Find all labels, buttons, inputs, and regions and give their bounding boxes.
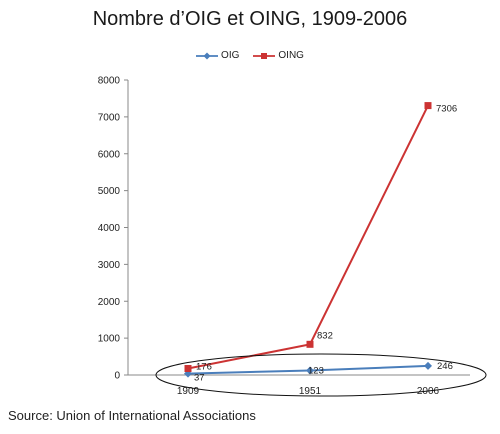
- x-tick-label: 2006: [417, 386, 440, 397]
- data-label-oing: 832: [317, 330, 333, 341]
- legend-item-oing: OING: [253, 50, 304, 61]
- data-point-oig: [306, 366, 314, 375]
- data-point-oing: [424, 102, 432, 110]
- y-tick-label: 3000: [98, 260, 121, 271]
- data-label-oing: 7306: [436, 104, 457, 115]
- data-label-oig: 123: [308, 365, 324, 376]
- data-label-oig: 37: [194, 373, 205, 384]
- data-point-oig: [424, 361, 432, 370]
- series-line-oing: [187, 105, 429, 370]
- legend-swatch-oing: [253, 52, 276, 59]
- y-tick-label: 8000: [98, 76, 121, 87]
- legend-swatch-oig: [196, 52, 219, 59]
- y-tick-label: 4000: [98, 223, 121, 234]
- y-tick-label: 2000: [98, 297, 121, 308]
- y-tick-label: 7000: [98, 112, 121, 123]
- legend-label-oing: OING: [278, 50, 304, 61]
- y-tick-label: 5000: [98, 186, 121, 197]
- data-point-oing: [306, 340, 314, 348]
- x-tick-label: 1951: [299, 386, 322, 397]
- y-tick-label: 0: [114, 371, 120, 382]
- y-tick-label: 6000: [98, 149, 121, 160]
- x-tick-label: 1909: [177, 386, 200, 397]
- data-label-oig: 246: [437, 361, 453, 372]
- chart-legend: OIG OING: [0, 50, 500, 61]
- data-point-oing: [184, 365, 192, 373]
- annotation-ellipse: [155, 353, 487, 397]
- legend-item-oig: OIG: [196, 50, 239, 61]
- data-label-oing: 176: [196, 362, 212, 373]
- source-note: Source: Union of International Associati…: [8, 408, 256, 423]
- chart-title: Nombre d’OIG et OING, 1909-2006: [92, 8, 408, 30]
- legend-label-oig: OIG: [221, 50, 240, 61]
- y-tick-label: 1000: [98, 334, 121, 345]
